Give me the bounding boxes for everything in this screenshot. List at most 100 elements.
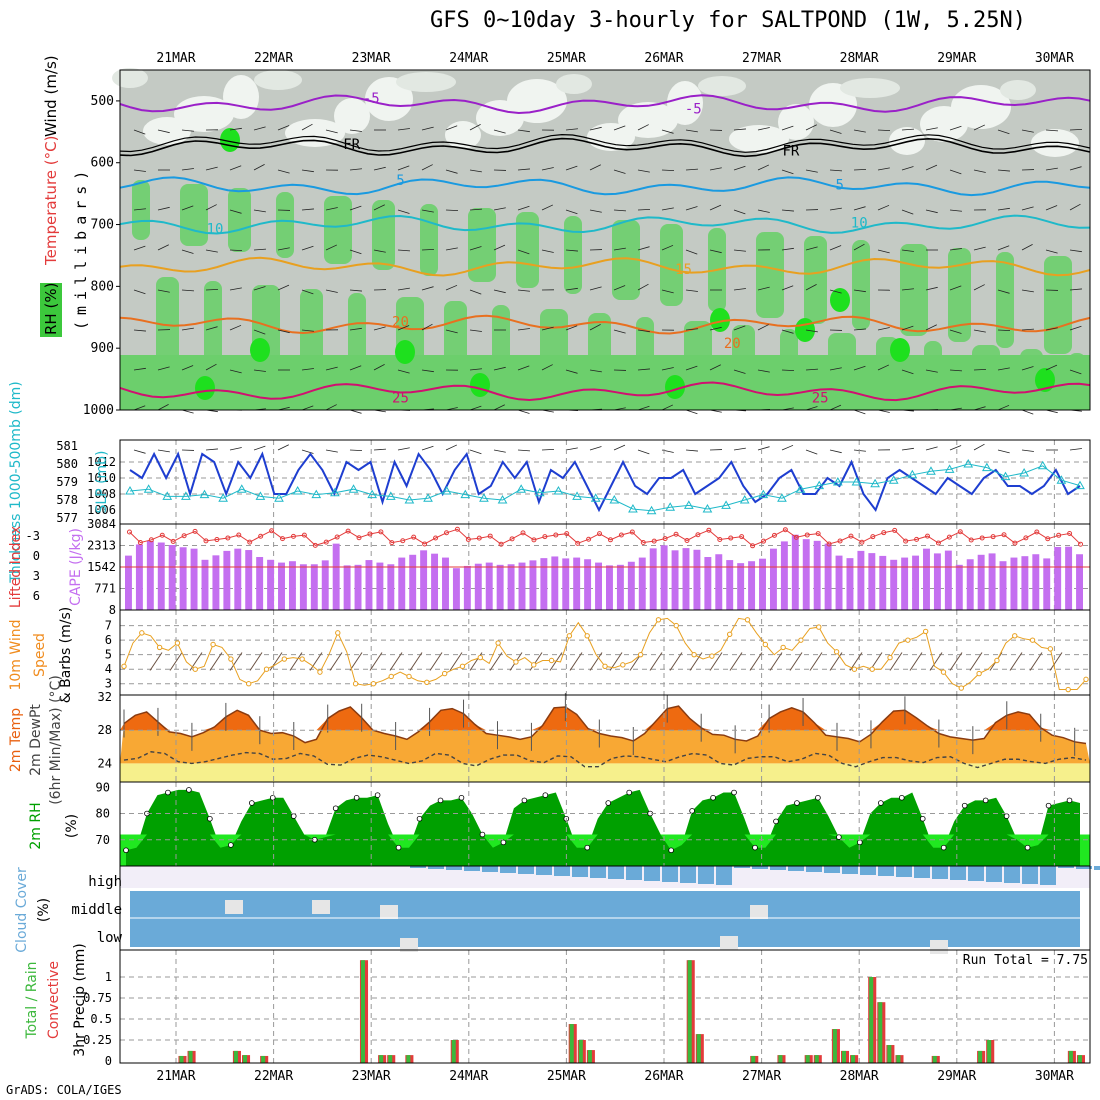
cape-bar: [813, 540, 821, 610]
wind-barb: [181, 129, 194, 132]
li-tick: 3: [33, 569, 40, 583]
cloud-clear-patch: [225, 900, 243, 914]
rh-saturated-area: [195, 376, 215, 400]
rh-marker: [815, 794, 821, 801]
wind-barb: [1069, 128, 1083, 131]
wind-marker: [851, 666, 858, 672]
wind-barb: [517, 205, 530, 211]
date-tick-bottom: 30MAR: [1035, 1069, 1074, 1084]
ylabel-part: Temperature (°C): [42, 136, 60, 266]
wind-barb: [781, 169, 794, 175]
wind-barb: [133, 169, 146, 172]
wind-barb: [157, 449, 170, 453]
wind-barb: [517, 289, 530, 292]
wind-barb: [469, 368, 482, 371]
precip-tick: 0.5: [90, 1012, 112, 1026]
wind-barb: [997, 129, 1010, 135]
wind-barb: [277, 329, 290, 334]
thickness-marker: [1000, 471, 1011, 481]
wind-barb: [229, 165, 242, 171]
wind-barb: [517, 328, 530, 331]
rh-low-area: [587, 123, 635, 151]
wind-barb: [445, 125, 458, 131]
cloud-clear-patch: [312, 900, 330, 914]
cape-bar: [398, 557, 406, 610]
contour-15: [119, 256, 1091, 277]
ylabel-unit: (millibars): [72, 165, 90, 330]
wind-marker: [406, 673, 412, 680]
precip-rain-bar: [188, 1050, 193, 1063]
wind-barb: [1045, 364, 1058, 371]
date-tick-top: 23MAR: [352, 51, 391, 66]
wind-barb: [181, 168, 194, 171]
rh-marker: [353, 794, 360, 801]
li-marker: [586, 536, 592, 542]
wind-barb: [397, 249, 410, 252]
rh-moist-area: [564, 216, 582, 294]
wind-marker: [922, 628, 929, 635]
thickness-marker: [385, 491, 396, 500]
wind-marker: [299, 656, 305, 662]
rh-low-area: [174, 96, 234, 132]
li-marker: [684, 538, 690, 544]
y-tick-label: 1000: [83, 403, 114, 418]
rh-marker: [689, 808, 695, 814]
li-marker: [1012, 540, 1018, 546]
cross-section-ylabel: RH (%) Temperature (°C)Wind (m/s): [40, 55, 62, 337]
wind-barb: [733, 249, 746, 252]
wind-barb: [569, 652, 583, 671]
cross-section-frame: [119, 69, 1091, 411]
wind-barb: [253, 329, 266, 335]
thickness-marker: [404, 494, 415, 504]
wind-speed-series: [123, 617, 1087, 690]
li-marker: [1023, 535, 1029, 541]
wind-barb: [181, 327, 194, 331]
rh-marker: [542, 792, 549, 798]
wind-tick: 3: [105, 677, 112, 691]
precip-rain-bar: [987, 1040, 992, 1063]
wind-barb: [589, 446, 602, 451]
contour-label: 25: [812, 391, 829, 407]
wind-barb: [1045, 129, 1058, 132]
wind-barb: [157, 206, 170, 211]
cape-bar: [125, 555, 132, 610]
cape-bar: [1032, 554, 1040, 610]
wind-barb: [661, 129, 674, 134]
li-marker: [629, 529, 635, 535]
rh-marker: [773, 818, 779, 825]
wind-barb: [421, 323, 433, 331]
cloud-clear-patch: [720, 936, 738, 950]
wind-barb: [733, 165, 746, 171]
wind-barb: [973, 368, 987, 371]
wind-barb: [709, 204, 722, 211]
li-marker: [531, 537, 537, 543]
wind-marker: [548, 657, 555, 664]
thickness-marker: [143, 484, 154, 493]
cloud-level-label: high: [88, 874, 122, 890]
rh-low-area: [112, 68, 148, 88]
wind-barb: [369, 652, 383, 671]
wind-barb: [133, 405, 146, 411]
precip-rain-bar: [778, 1055, 783, 1063]
cloud-clear-patch: [930, 940, 948, 954]
wind-barb: [445, 169, 458, 174]
wind-barb: [133, 289, 146, 295]
cape-bar: [212, 555, 220, 610]
wind-barb: [301, 123, 313, 131]
cape-bar: [387, 564, 395, 610]
contour-label: -5: [363, 91, 380, 107]
wind-barb: [1045, 327, 1058, 331]
slp-series: [129, 451, 1081, 513]
contour-label: FR: [343, 137, 360, 153]
cloud-high-bar: [824, 866, 840, 873]
precip-rain-bar: [451, 1040, 456, 1063]
cloud-high-bar: [428, 866, 444, 869]
cape-bar: [496, 564, 504, 610]
temp-band-low: [120, 763, 1090, 782]
rh-marker: [794, 800, 800, 806]
cloud-high-bar: [464, 866, 480, 871]
rh-low-area: [334, 98, 370, 134]
cape-bar: [146, 540, 154, 610]
cape-bar: [365, 560, 373, 610]
cape-bar: [660, 545, 668, 610]
